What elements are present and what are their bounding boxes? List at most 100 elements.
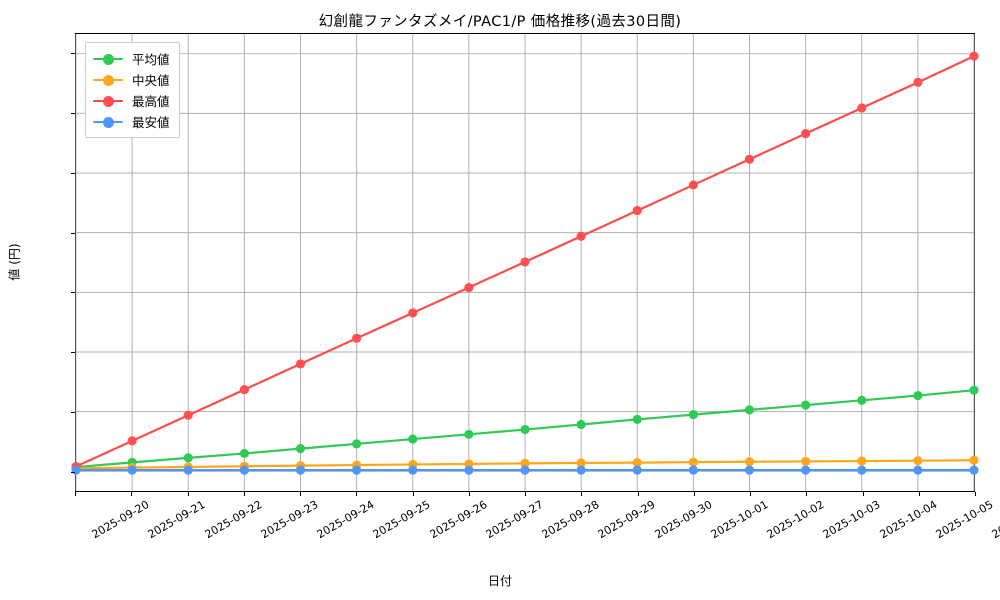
data-point — [688, 180, 698, 190]
data-point — [857, 465, 867, 475]
data-point — [801, 400, 811, 410]
data-point — [801, 456, 811, 466]
data-point — [183, 453, 193, 463]
data-point — [688, 457, 698, 467]
data-point — [295, 359, 306, 369]
data-point — [801, 129, 811, 139]
data-point — [857, 456, 867, 466]
x-tick-label: 2025-09-25 — [370, 498, 433, 542]
data-point — [239, 384, 249, 395]
data-point — [239, 465, 249, 475]
y-tick-mark — [71, 292, 75, 294]
legend-item-1[interactable]: 中央値 — [93, 69, 170, 90]
data-point — [408, 434, 418, 444]
data-point — [688, 465, 698, 475]
x-tick-label: 2025-10-02 — [764, 498, 827, 542]
data-point — [576, 419, 586, 430]
data-point — [632, 458, 642, 468]
data-point — [183, 465, 193, 475]
data-point — [913, 456, 923, 466]
data-point — [632, 465, 642, 475]
x-tick-mark — [75, 492, 76, 496]
x-tick-mark — [468, 492, 470, 496]
x-axis-label: 日付 — [487, 574, 512, 588]
data-point — [520, 257, 530, 267]
data-point — [744, 457, 755, 467]
data-point — [352, 465, 362, 475]
data-point — [183, 410, 193, 420]
y-tick-mark — [71, 472, 75, 474]
data-point — [576, 231, 586, 241]
data-point — [352, 439, 362, 449]
data-point — [632, 414, 642, 424]
legend-item-0[interactable]: 平均値 — [93, 48, 170, 69]
x-tick-label: 2025-09-29 — [595, 498, 658, 542]
legend-swatch-icon — [93, 94, 123, 108]
x-tick-label: 2025-09-27 — [483, 498, 546, 542]
data-point — [744, 154, 755, 164]
x-tick-mark — [862, 492, 864, 496]
data-point — [913, 77, 923, 87]
x-tick-label: 2025-09-24 — [314, 498, 377, 542]
data-point — [520, 465, 530, 475]
y-axis-ticks: 01000200030004000500060007000 — [0, 33, 1000, 492]
x-tick-mark — [918, 492, 920, 496]
x-tick-label: 2025-09-23 — [258, 498, 321, 542]
data-point — [969, 465, 979, 475]
x-tick-mark — [750, 492, 751, 496]
x-tick-mark — [412, 492, 414, 496]
x-tick-mark — [581, 492, 583, 496]
legend-item-3[interactable]: 最安値 — [93, 111, 170, 132]
data-point — [127, 465, 137, 475]
legend-label: 中央値 — [132, 73, 170, 88]
data-point — [464, 429, 474, 439]
data-point — [464, 465, 474, 475]
x-tick-mark — [243, 492, 245, 496]
legend-item-2[interactable]: 最高値 — [93, 90, 170, 111]
x-tick-label: 2025-09-20 — [89, 498, 152, 542]
data-point — [857, 395, 867, 405]
x-tick-label: 2025-09-21 — [145, 498, 208, 542]
data-point — [744, 405, 755, 415]
y-tick-mark — [71, 52, 75, 54]
data-point — [295, 444, 306, 454]
chart-legend: 平均値中央値最高値最安値 — [85, 42, 180, 138]
data-point — [969, 455, 979, 465]
plot-area — [71, 33, 979, 492]
data-point — [688, 410, 698, 420]
x-tick-label: 2025-09-30 — [652, 498, 714, 542]
x-tick-mark — [637, 492, 639, 496]
data-point — [857, 103, 867, 113]
legend-label: 平均値 — [132, 52, 170, 67]
x-tick-label: 2025-10-05 — [933, 498, 996, 542]
x-tick-mark — [187, 492, 189, 496]
legend-swatch-icon — [93, 115, 123, 129]
data-point — [576, 458, 586, 468]
y-tick-mark — [71, 232, 75, 234]
legend-label: 最高値 — [132, 94, 170, 109]
data-point — [239, 448, 249, 458]
x-tick-label: 2025-09-26 — [427, 498, 489, 542]
x-tick-mark — [525, 492, 526, 496]
x-tick-mark — [300, 492, 301, 496]
data-point — [969, 385, 979, 395]
data-point — [520, 458, 530, 468]
data-point — [969, 51, 979, 61]
data-point — [408, 308, 418, 318]
x-tick-mark — [131, 492, 133, 496]
x-tick-label: 2025-10-01 — [708, 498, 771, 542]
x-tick-mark — [975, 492, 976, 496]
x-tick-mark — [693, 492, 695, 496]
data-point — [576, 465, 586, 475]
legend-swatch-icon — [93, 52, 123, 66]
x-tick-label: 2025-10-04 — [877, 498, 939, 542]
x-axis-ticks: 2025-09-20 2025-09-21 2025-09-22 2025-09-23… — [75, 492, 1000, 592]
data-point — [295, 465, 306, 475]
y-tick-mark — [71, 352, 75, 354]
x-tick-label: 2025-09-22 — [202, 498, 264, 542]
data-point — [913, 465, 923, 475]
data-point — [352, 333, 362, 343]
legend-label: 最安値 — [132, 115, 170, 130]
y-tick-mark — [71, 412, 75, 414]
